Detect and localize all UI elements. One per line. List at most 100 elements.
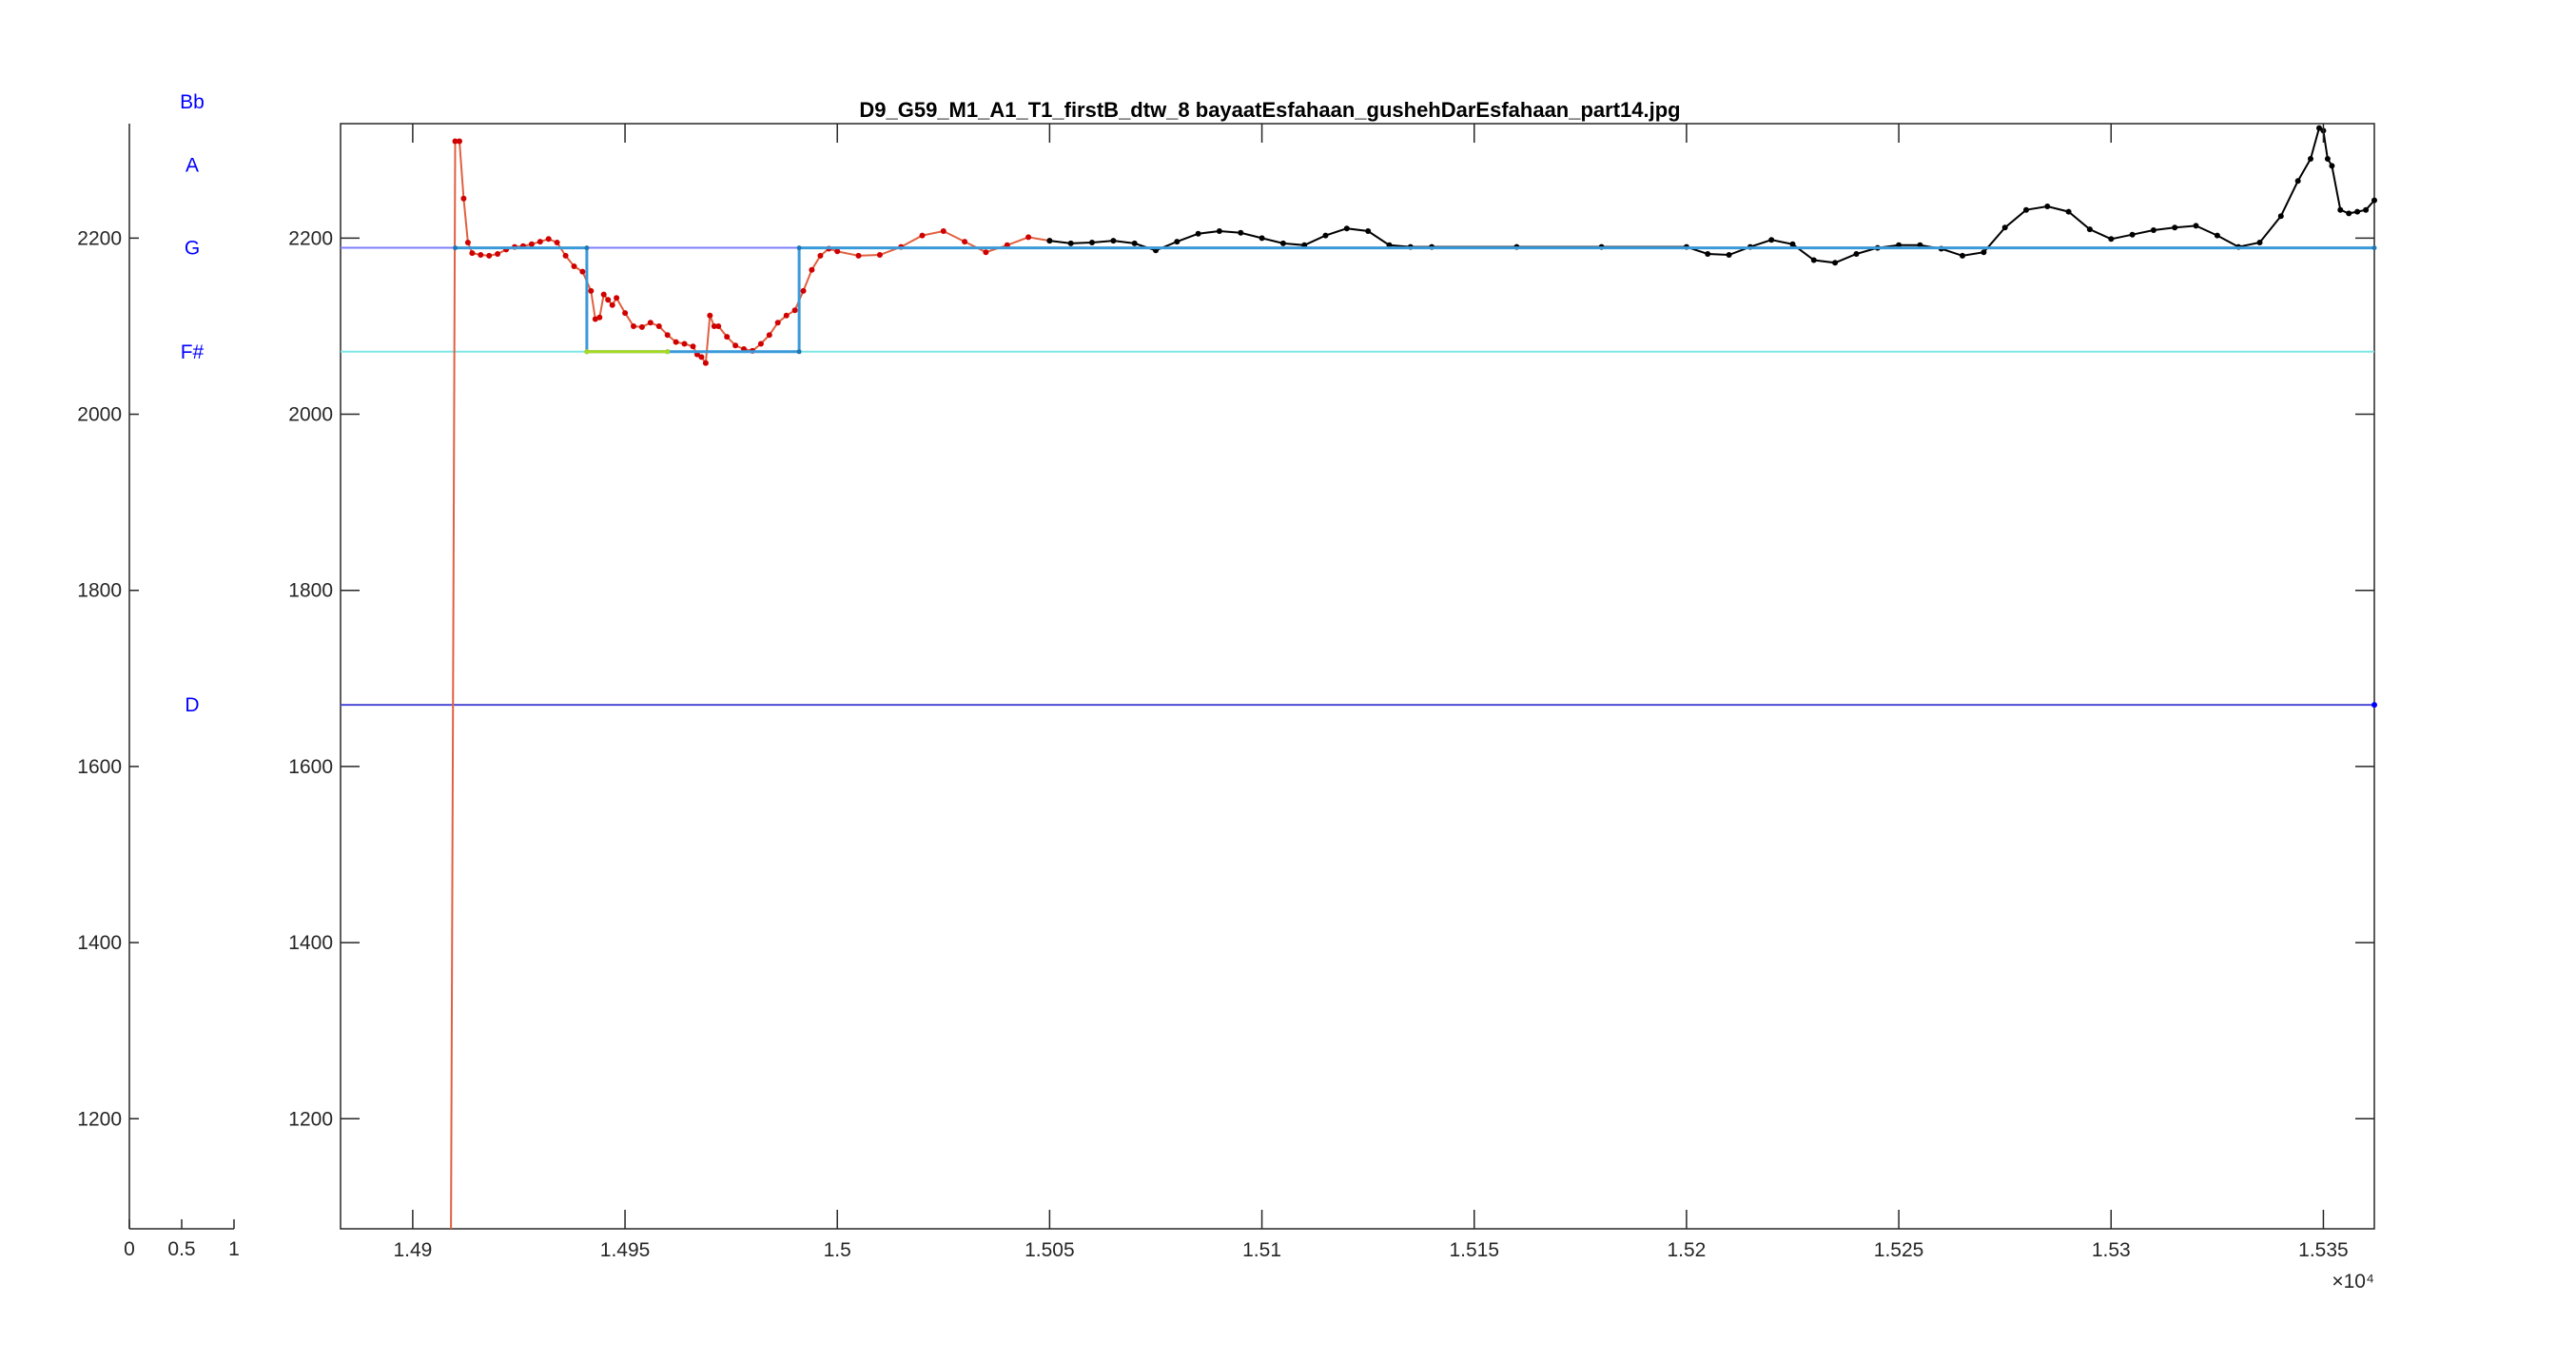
series-point-0 xyxy=(834,248,841,255)
series-point-0 xyxy=(698,354,705,360)
main-x-tick-label: 1.505 xyxy=(1025,1239,1075,1261)
series-point-1 xyxy=(2256,240,2263,245)
series-point-1 xyxy=(1238,229,1244,236)
series-point-1 xyxy=(1279,240,1286,246)
main-x-tick-label: 1.52 xyxy=(1667,1239,1706,1261)
series-point-0 xyxy=(766,332,772,339)
series-point-0 xyxy=(579,268,586,275)
main-x-tick-label: 1.495 xyxy=(600,1239,651,1261)
series-point-1 xyxy=(2308,156,2313,162)
main-x-tick-label: 1.5 xyxy=(824,1239,851,1261)
main-x-ticks: 1.49 1.495 1.5 1.505 1.51 1.515 1.52 1.525 1.53 1… xyxy=(393,124,2349,1261)
main-y-tick-label: 2000 xyxy=(288,404,333,426)
main-y-tick-label: 2200 xyxy=(288,227,333,249)
series-point-0 xyxy=(919,232,926,239)
series-point-1 xyxy=(2316,125,2322,131)
series-point-1 xyxy=(1705,251,1711,257)
series-group xyxy=(450,125,2377,1230)
series-point-0 xyxy=(562,252,569,259)
series-point-0 xyxy=(757,340,764,347)
series-point-1 xyxy=(1131,240,1138,246)
series-point-1 xyxy=(2354,208,2361,215)
series-point-1 xyxy=(1110,238,1117,244)
main-y-tick-label: 1200 xyxy=(288,1108,333,1130)
series-point-0 xyxy=(664,332,671,339)
chart-title: D9_G59_M1_A1_T1_firstB_dtw_8 bayaatEsfah… xyxy=(859,98,1680,122)
series-point-3 xyxy=(584,349,590,355)
main-y-tick-label: 1600 xyxy=(288,756,333,778)
series-point-0 xyxy=(614,295,620,301)
series-point-1 xyxy=(1768,237,1775,243)
series-point-0 xyxy=(940,228,946,234)
series-point-0 xyxy=(983,249,989,256)
series-point-0 xyxy=(876,252,883,258)
series-point-0 xyxy=(592,316,598,322)
series-point-0 xyxy=(855,252,862,259)
series-point-1 xyxy=(1343,225,1350,232)
series-point-2 xyxy=(796,349,802,355)
series-point-0 xyxy=(609,301,615,308)
series-point-0 xyxy=(673,339,679,345)
main-y-tick-label: 1800 xyxy=(288,580,333,602)
series-point-0 xyxy=(783,312,790,319)
series-point-1 xyxy=(2150,227,2156,233)
series-point-1 xyxy=(2329,163,2335,169)
series-point-0 xyxy=(702,360,709,366)
left-x-tick-label: 0.5 xyxy=(167,1238,195,1260)
series-point-1 xyxy=(2129,231,2136,238)
series-point-1 xyxy=(1089,240,1095,245)
series-point-0 xyxy=(774,320,781,326)
note-label: Bb xyxy=(180,91,205,113)
series-point-1 xyxy=(1789,241,1796,247)
series-point-1 xyxy=(2363,206,2370,213)
series-point-0 xyxy=(460,195,467,202)
series-point-0 xyxy=(711,323,717,329)
series-point-1 xyxy=(2065,208,2072,215)
series-point-2 xyxy=(453,245,458,251)
series-point-0 xyxy=(457,138,462,145)
series-point-0 xyxy=(1025,234,1032,241)
note-label: F# xyxy=(181,341,205,363)
main-x-tick-label: 1.53 xyxy=(2092,1239,2131,1261)
series-point-0 xyxy=(478,252,484,258)
plot-area xyxy=(340,123,2375,1230)
series-point-0 xyxy=(724,334,731,340)
series-point-0 xyxy=(622,310,629,317)
series-point-1 xyxy=(2371,197,2377,204)
left-y-tick-label: 2000 xyxy=(77,404,122,426)
series-point-0 xyxy=(469,250,476,257)
series-point-1 xyxy=(1259,235,1265,242)
series-point-2 xyxy=(584,245,590,251)
series-point-0 xyxy=(638,323,645,330)
note-label: D xyxy=(185,694,199,716)
series-point-1 xyxy=(2044,204,2051,209)
series-point-0 xyxy=(464,240,471,245)
series-point-1 xyxy=(2214,232,2220,239)
note-label: G xyxy=(185,238,200,260)
series-point-0 xyxy=(537,239,543,245)
main-x-tick-label: 1.535 xyxy=(2298,1239,2349,1261)
main-x-tick-label: 1.49 xyxy=(393,1239,432,1261)
series-point-1 xyxy=(2001,224,2008,231)
main-axes: D9_G59_M1_A1_T1_firstB_dtw_8 bayaatEsfah… xyxy=(288,98,2377,1293)
series-point-1 xyxy=(1174,239,1181,245)
series-point-0 xyxy=(791,307,798,314)
series-point-1 xyxy=(1726,252,1732,258)
series-point-0 xyxy=(732,342,739,349)
series-point-1 xyxy=(1960,252,1965,259)
left-y-tick-label: 2200 xyxy=(77,227,122,249)
series-point-1 xyxy=(1981,249,1987,256)
series-point-0 xyxy=(495,251,501,257)
series-point-1 xyxy=(2277,213,2284,220)
series-point-0 xyxy=(605,297,612,303)
main-y-ticks: 1200 1400 1600 1800 2000 2200 xyxy=(288,227,2374,1130)
series-point-1 xyxy=(1832,260,1839,266)
series-point-1 xyxy=(1046,238,1053,244)
series-point-1 xyxy=(2086,226,2093,233)
left-x-tick-label: 0 xyxy=(124,1238,135,1260)
series-point-1 xyxy=(1067,240,1074,246)
series-point-1 xyxy=(1365,228,1372,234)
series-point-0 xyxy=(452,138,459,145)
series-point-0 xyxy=(571,263,577,269)
